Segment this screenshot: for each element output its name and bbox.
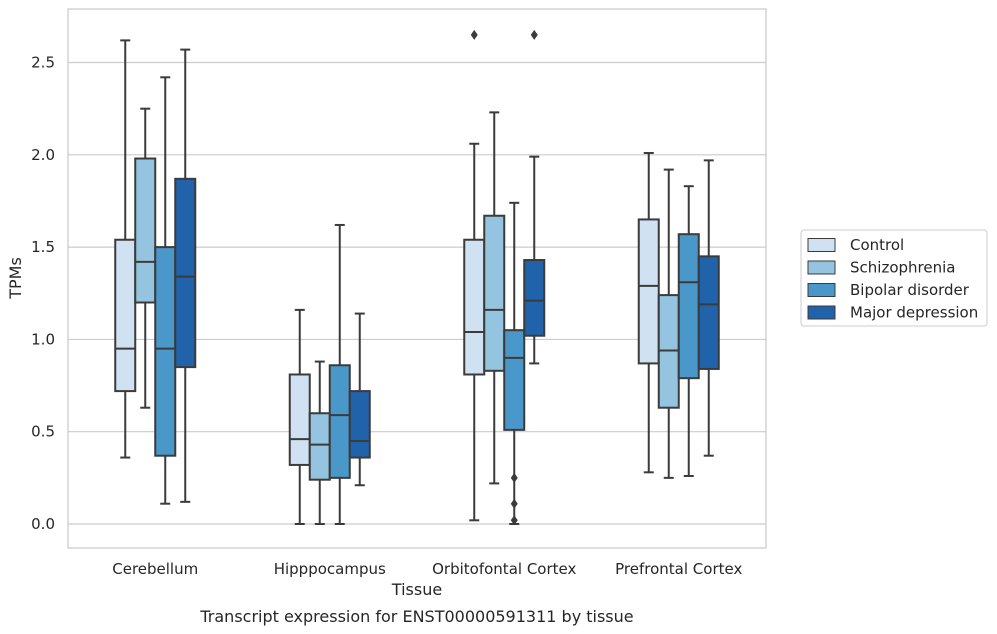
plot-frame: [67, 8, 767, 549]
box-body: [523, 259, 546, 337]
box-body: [328, 364, 351, 479]
box-control: [637, 151, 660, 474]
box-body: [348, 390, 371, 459]
box-body: [288, 373, 311, 466]
x-tick-label: Orbitofontal Cortex: [432, 560, 576, 578]
box-control: [114, 39, 137, 459]
box-body: [483, 214, 506, 372]
outlier-point: [470, 29, 478, 40]
y-tick-label: 1.0: [31, 330, 55, 348]
legend-label: Bipolar disorder: [850, 281, 970, 299]
legend-swatch: [807, 238, 836, 252]
y-tick-label: 0.5: [31, 423, 55, 441]
outlier-point: [530, 29, 538, 40]
box-bipolar-disorder: [677, 185, 700, 478]
box-major-depression: [174, 48, 197, 503]
box-schizophrenia: [134, 107, 157, 409]
legend-label: Control: [850, 236, 904, 254]
box-body: [697, 255, 720, 370]
legend-swatch: [807, 283, 836, 297]
legend-swatch: [807, 260, 836, 275]
box-control: [463, 29, 486, 522]
box-bipolar-disorder: [154, 76, 177, 505]
box-major-depression: [697, 159, 720, 457]
box-body: [308, 412, 331, 481]
outlier-point: [510, 472, 518, 483]
chart-caption: Transcript expression for ENST0000059131…: [199, 607, 633, 626]
y-tick-labels: 0.0 0.5 1.0 1.5 2.0 2.5: [31, 54, 55, 533]
x-tick-label: Cerebellum: [112, 560, 198, 578]
x-axis-label: Tissue: [391, 580, 442, 599]
legend-label: Schizophrenia: [850, 259, 955, 277]
box-body: [503, 329, 526, 431]
x-tick-label: Hipppocampus: [274, 560, 386, 578]
y-tick-label: 1.5: [31, 238, 55, 256]
box-body: [463, 238, 486, 376]
legend-swatch: [807, 305, 836, 320]
x-tick-labels: Cerebellum Hipppocampus Orbitofontal Corte…: [112, 560, 742, 578]
box-body: [134, 157, 157, 304]
boxes: [114, 29, 720, 526]
outlier-point: [510, 515, 518, 526]
legend: Control Schizophrenia Bipolar disorder Majo…: [800, 229, 988, 327]
box-schizophrenia: [483, 111, 506, 485]
y-axis-label: TPMs: [6, 257, 25, 300]
box-body: [174, 177, 197, 369]
y-tick-label: 0.0: [31, 515, 55, 533]
box-major-depression: [523, 29, 546, 365]
box-body: [114, 238, 137, 393]
box-body: [154, 246, 177, 457]
box-bipolar-disorder: [503, 201, 526, 526]
legend-frame: [800, 229, 988, 327]
box-body: [637, 218, 660, 365]
y-tick-label: 2.0: [31, 146, 55, 164]
outlier-point: [510, 498, 518, 509]
y-tick-label: 2.5: [31, 54, 55, 72]
box-body: [677, 233, 700, 380]
legend-label: Major depression: [850, 304, 978, 322]
x-tick-label: Prefrontal Cortex: [615, 560, 742, 578]
box-major-depression: [348, 312, 371, 487]
